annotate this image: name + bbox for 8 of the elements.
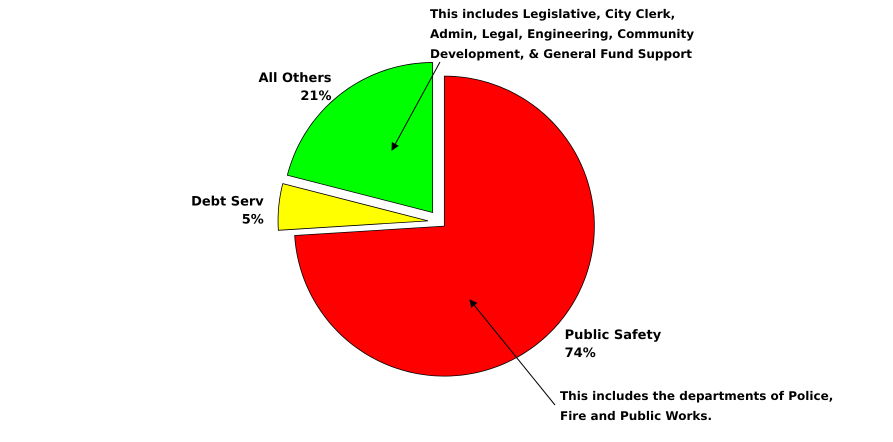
slice-label: Public Safety (564, 328, 662, 344)
data-label: 74% (564, 346, 596, 362)
text: This includes Legislative, City Clerk, Admin, Legal, Engineering, Community Development, & General Fund Support (430, 7, 694, 61)
text: This includes the departments of Police, Fire and Public Works. (560, 389, 834, 423)
data-label: 21% (300, 89, 332, 104)
slice-label: Debt Serv (191, 194, 264, 210)
slice-label: All Others (258, 71, 332, 86)
data-label: 5% (242, 212, 264, 228)
